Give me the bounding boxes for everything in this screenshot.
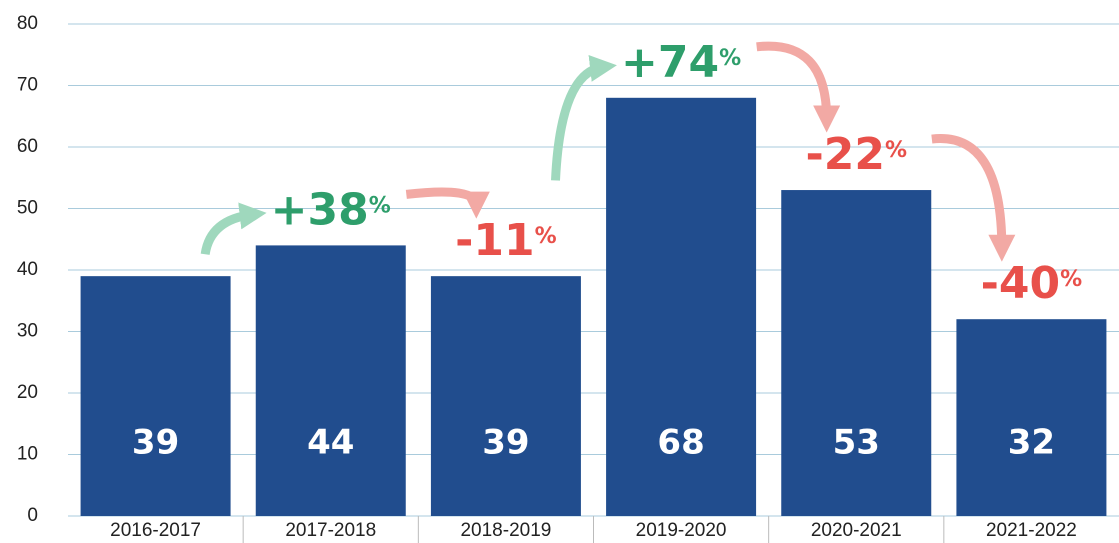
change-label: -11%: [455, 215, 557, 266]
value-label: 68: [657, 423, 704, 463]
y-tick-label: 50: [17, 198, 38, 219]
bar: [956, 319, 1107, 516]
change-label: -40%: [981, 258, 1083, 309]
change-label: +38%: [271, 184, 391, 235]
change-arrow: [756, 41, 841, 133]
y-tick-label: 10: [17, 444, 38, 465]
x-tick-label: 2021-2022: [986, 520, 1077, 541]
change-label: +74%: [621, 37, 741, 88]
y-tick-label: 80: [17, 13, 38, 34]
y-tick-label: 30: [17, 321, 38, 342]
y-tick-label: 20: [17, 382, 38, 403]
bar: [255, 245, 406, 516]
change-arrow: [551, 54, 617, 181]
change-arrow: [405, 187, 490, 219]
x-tick-label: 2017-2018: [285, 520, 376, 541]
y-tick-label: 0: [27, 505, 38, 526]
change-arrow: [931, 134, 1016, 262]
bar: [80, 276, 231, 516]
x-tick-label: 2020-2021: [811, 520, 902, 541]
value-label: 44: [307, 423, 354, 463]
value-label: 32: [1008, 423, 1055, 463]
value-label: 39: [482, 423, 529, 463]
change-label: -22%: [805, 129, 907, 180]
bar: [781, 190, 932, 517]
bar: [430, 276, 581, 516]
y-tick-label: 60: [17, 136, 38, 157]
change-arrow: [200, 202, 267, 256]
y-tick-label: 70: [17, 75, 38, 96]
x-tick-label: 2019-2020: [636, 520, 727, 541]
bar: [606, 97, 757, 517]
value-label: 53: [833, 423, 880, 463]
x-tick-label: 2016-2017: [110, 520, 201, 541]
value-label: 39: [132, 423, 179, 463]
x-tick-label: 2018-2019: [460, 520, 551, 541]
y-tick-label: 40: [17, 259, 38, 280]
